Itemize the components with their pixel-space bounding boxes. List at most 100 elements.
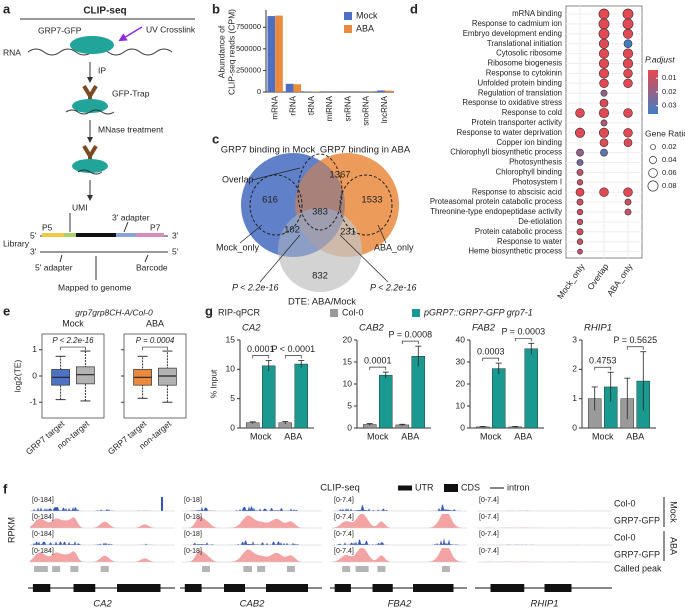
- bar: [378, 374, 393, 429]
- panel-title: FAB2: [472, 323, 496, 334]
- dot: [623, 128, 633, 138]
- region-count: 231: [340, 227, 356, 238]
- coverage: [30, 541, 175, 545]
- term-label: Response to cytokinin: [486, 68, 562, 77]
- y-tick-label: 250000: [236, 65, 261, 74]
- track-range: [0-184]: [32, 514, 54, 521]
- panel-label: d: [410, 1, 418, 16]
- venn-set: [278, 208, 362, 292]
- called-peak: [201, 566, 210, 572]
- dot: [600, 119, 608, 127]
- dot: [598, 58, 610, 69]
- track-range: [0-184]: [32, 548, 54, 555]
- called-peak: [52, 566, 61, 572]
- row-label: Col-0: [614, 532, 636, 542]
- dashed-outline: [249, 174, 303, 236]
- called-peak: [39, 566, 48, 572]
- dot: [598, 48, 610, 59]
- panel-title: CA2: [242, 323, 261, 334]
- term-label: Response to cadmium ion: [472, 19, 562, 28]
- track-range: [0-7.4]: [479, 548, 499, 555]
- dot: [599, 98, 609, 108]
- dot: [599, 138, 609, 148]
- p-value: P = 0.0004: [136, 336, 175, 345]
- label: GFP-Trap: [112, 88, 150, 98]
- label: 5': [172, 246, 179, 256]
- legend-label: ABA: [356, 23, 374, 33]
- row-label: GRP7-GFP: [614, 549, 660, 559]
- set-label: GRP7 binding in Mock: [221, 145, 316, 156]
- x-tick-label: snoRNA: [362, 95, 371, 125]
- legend-label: UTR: [415, 482, 434, 492]
- dot: [576, 198, 584, 206]
- y-tick-label: 0: [347, 422, 352, 432]
- x-tick-label: ABA: [284, 431, 302, 441]
- term-label: Photosystem I: [513, 177, 562, 186]
- panel-label: b: [212, 1, 220, 16]
- dot: [598, 127, 610, 138]
- x-tick-label: miRNA: [325, 95, 334, 121]
- annotation: P < 2.2e-16: [232, 282, 278, 292]
- tracks-title: CLIP-seq: [320, 483, 360, 494]
- colorbar: [648, 70, 658, 114]
- legend-label: Mock: [356, 10, 378, 20]
- gene-exon: [224, 584, 245, 592]
- bar: [293, 84, 302, 92]
- dot: [622, 18, 634, 30]
- y-tick-label: 5: [230, 393, 235, 403]
- gene-exon: [184, 584, 202, 592]
- schematic-title: CLIP-seq: [83, 6, 126, 17]
- y-tick-label: 0: [572, 422, 577, 432]
- term-label: Protein transporter activity: [471, 118, 562, 127]
- size-key: [650, 144, 656, 150]
- bar: [261, 365, 276, 429]
- called-peak: [243, 566, 252, 572]
- y-tick-label: 500000: [236, 44, 261, 53]
- row-label: GRP7-GFP: [614, 515, 660, 525]
- panel-label: e: [3, 303, 10, 318]
- gene-exon: [73, 584, 96, 592]
- dot: [598, 28, 610, 40]
- x-tick-label: lncRNA: [380, 95, 389, 123]
- annotation: P < 2.2e-16: [370, 282, 416, 292]
- bar: [294, 363, 309, 429]
- gene-name: CA2: [93, 599, 112, 610]
- dot: [576, 218, 584, 226]
- bar: [377, 90, 385, 92]
- dot: [622, 58, 634, 69]
- coverage: [182, 515, 322, 528]
- dot: [622, 48, 634, 59]
- term-label: Translational initiation: [487, 39, 562, 48]
- p-value: P = 0.0008: [388, 330, 432, 340]
- term-label: De-etiolation: [518, 217, 562, 226]
- dot: [623, 78, 633, 89]
- y-tick-label: 10: [456, 400, 466, 410]
- gene-name: CAB2: [240, 599, 266, 610]
- bracket: [594, 366, 612, 371]
- term-label: Threonine-type endopeptidase activity: [430, 207, 562, 216]
- coverage: [332, 537, 467, 545]
- called-peak: [257, 566, 266, 572]
- term-label: Ribosome biogenesis: [487, 59, 562, 68]
- y-tick-label: 3: [572, 334, 577, 344]
- set-label: GRP7 binding in ABA: [320, 145, 411, 156]
- y-tick-label: 10: [226, 364, 236, 374]
- track-range: [0-7.4]: [334, 514, 354, 521]
- legend-swatch: [412, 309, 420, 317]
- gene-exon: [490, 584, 525, 592]
- term-label: Photosynthesis: [509, 158, 562, 167]
- dot: [624, 198, 632, 206]
- bar: [275, 15, 283, 92]
- legend-label: Col-0: [342, 307, 364, 317]
- bracket: [514, 337, 532, 342]
- p-value: P < 2.2e-16: [52, 336, 94, 345]
- p-value: 0.0003: [477, 346, 505, 356]
- term-label: Copper ion binding: [497, 138, 562, 147]
- p-value: P < 0.0001: [271, 344, 315, 354]
- panel-label: g: [205, 303, 213, 318]
- label: 3' adapter: [112, 212, 150, 222]
- term-label: Heme biosynthetic process: [468, 247, 562, 256]
- bracket: [401, 340, 419, 345]
- coverage: [182, 506, 322, 511]
